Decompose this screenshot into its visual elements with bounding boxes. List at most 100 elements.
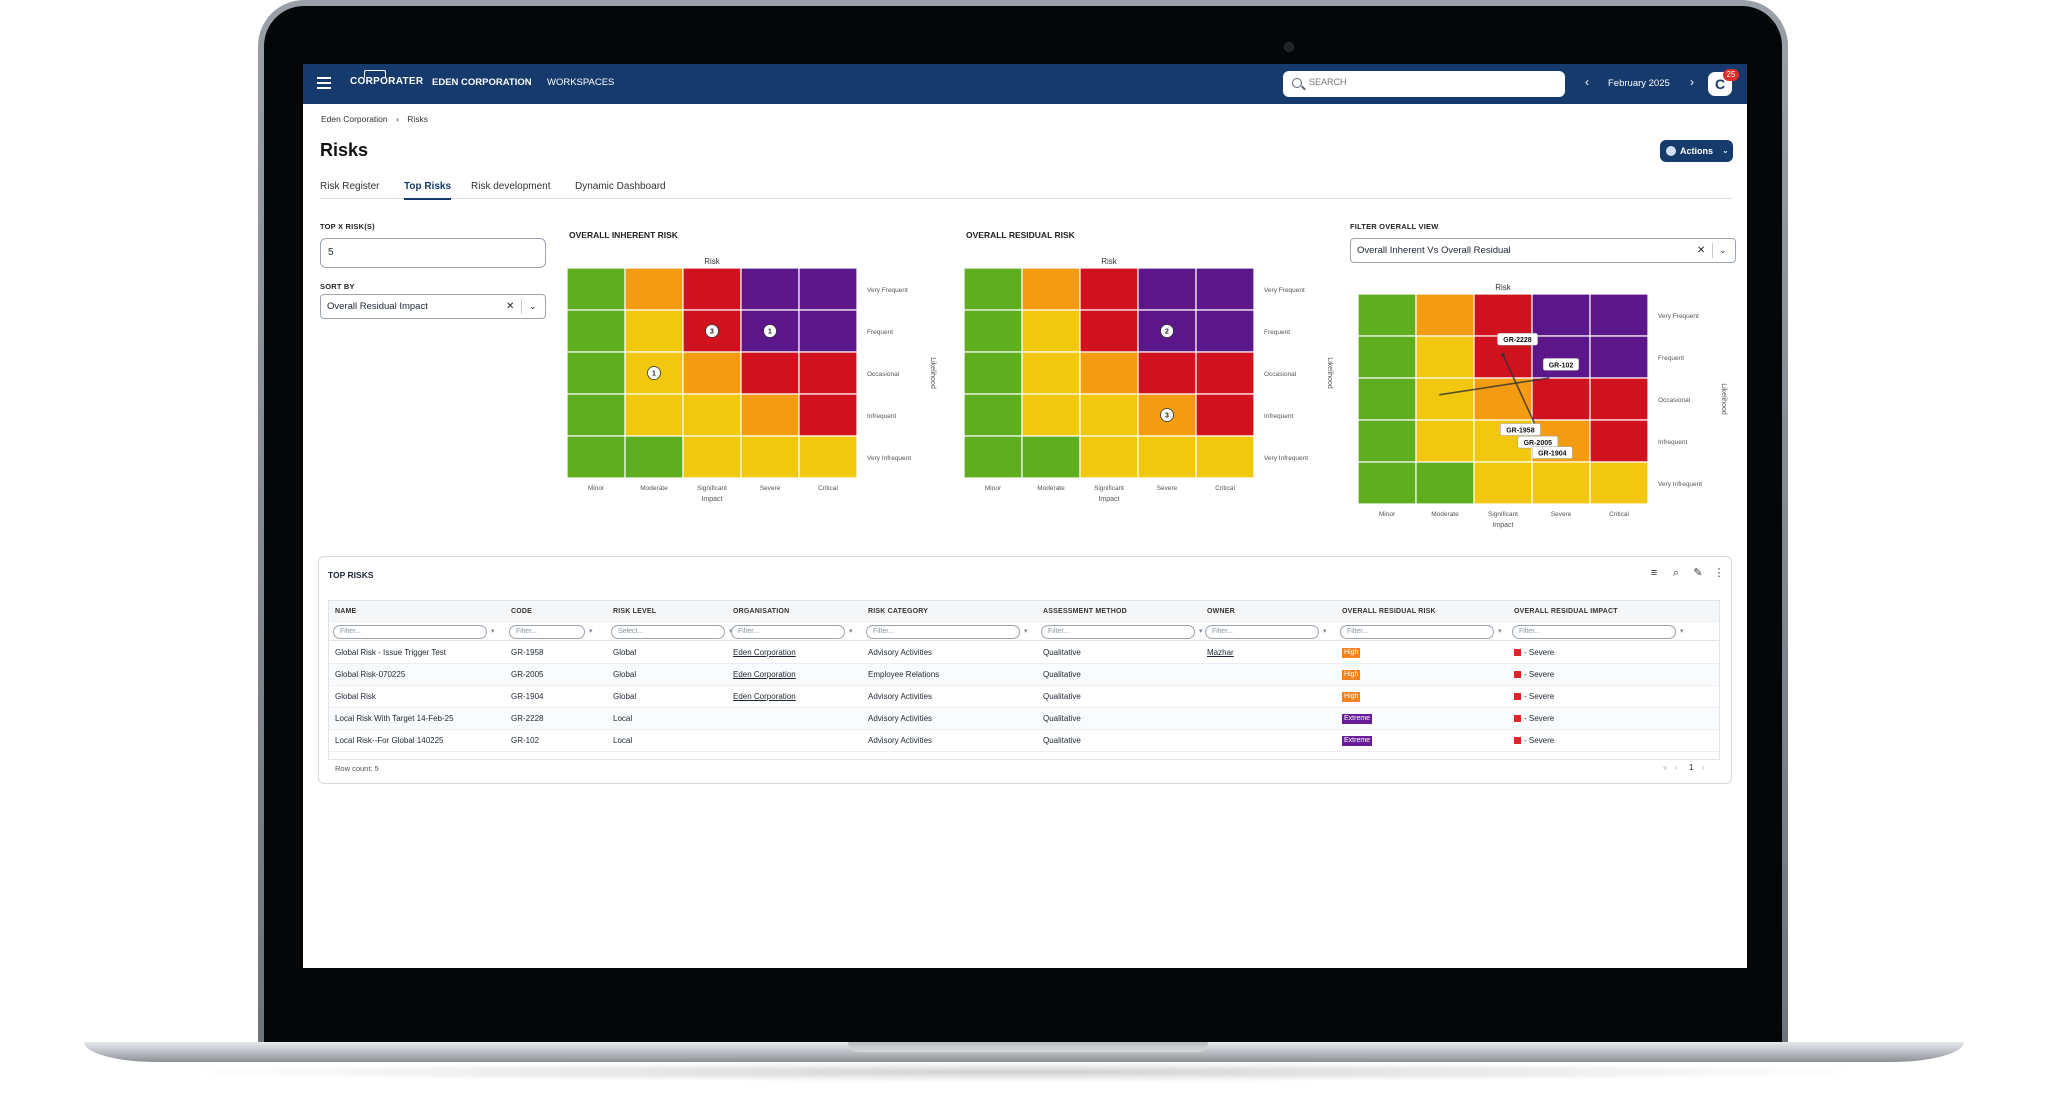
matrix-cell[interactable] [1531,335,1591,379]
matrix-cell[interactable] [1079,267,1139,311]
cell-org[interactable]: Eden Corporation [733,692,796,701]
actions-button[interactable]: Actions ⌄ [1660,140,1733,162]
filter-icon[interactable]: ≡ [1650,567,1658,579]
filter-funnel-icon[interactable]: ▾ [589,628,593,635]
period-label[interactable]: February 2025 [1608,78,1670,89]
filter-funnel-icon[interactable]: ▾ [849,628,853,635]
matrix-cell[interactable] [1473,293,1533,337]
cell-org[interactable]: Eden Corporation [733,670,796,679]
matrix-cell[interactable] [740,393,800,437]
matrix-cell[interactable] [798,351,858,395]
risk-code-tag[interactable] [1500,423,1541,436]
risk-count-marker[interactable] [705,324,719,338]
first-page-icon[interactable]: « [1663,763,1668,772]
column-header-method[interactable]: ASSESSMENT METHOD [1043,608,1127,615]
matrix-cell[interactable] [1415,377,1475,421]
filter-funnel-icon[interactable]: ▾ [1680,628,1684,635]
matrix-cell[interactable] [798,393,858,437]
risk-code-tag[interactable] [1542,358,1580,371]
matrix-cell[interactable] [798,435,858,479]
sort-by-select[interactable]: Overall Residual Impact ✕ ⌄ [320,294,546,319]
clear-sort-icon[interactable]: ✕ [506,301,515,312]
period-prev-chevron-icon[interactable]: ‹ [1585,75,1589,89]
matrix-cell[interactable] [1021,393,1081,437]
matrix-cell[interactable] [1357,335,1417,379]
filter-funnel-icon[interactable]: ▾ [491,628,495,635]
tab-top-risks[interactable]: Top Risks [404,181,452,200]
chevron-down-icon[interactable]: ⌄ [1719,245,1727,255]
matrix-cell[interactable] [1589,293,1649,337]
column-header-level[interactable]: RISK LEVEL [613,608,657,615]
cell-org[interactable]: Eden Corporation [733,648,796,657]
matrix-cell[interactable] [1531,293,1591,337]
table-row[interactable]: Global Risk GR-1904 Global Eden Corporation… [329,686,1719,708]
nav-workspaces[interactable]: WORKSPACES [547,77,615,88]
filter-funnel-icon[interactable]: ▾ [1323,628,1327,635]
table-row[interactable]: Global Risk - Issue Trigger Test GR-1958 G… [329,642,1719,664]
matrix-cell[interactable] [566,267,626,311]
filter-funnel-icon[interactable]: ▾ [1498,628,1502,635]
matrix-cell[interactable] [740,435,800,479]
edit-pencil-icon[interactable]: ✎ [1693,567,1703,579]
tab-risk-development[interactable]: Risk development [471,181,551,192]
matrix-cell[interactable] [740,267,800,311]
corporater-logo[interactable]: CORPORATER [350,70,423,87]
risk-count-marker[interactable] [1160,408,1174,422]
tab-risk-register[interactable]: Risk Register [320,181,380,192]
search-icon[interactable]: ⌕ [1672,567,1680,579]
matrix-cell[interactable] [1415,461,1475,505]
matrix-cell[interactable] [624,393,684,437]
prev-page-icon[interactable]: ‹ [1675,763,1678,772]
column-header-org[interactable]: ORGANISATION [733,608,790,615]
matrix-cell[interactable] [963,393,1023,437]
matrix-cell[interactable] [1589,419,1649,463]
filter-input-code[interactable]: Filter... [509,625,585,639]
matrix-cell[interactable] [566,351,626,395]
column-header-category[interactable]: RISK CATEGORY [868,608,929,615]
table-row[interactable]: Local Risk With Target 14-Feb-25 GR-2228 L… [329,708,1719,730]
matrix-cell[interactable] [1137,267,1197,311]
risk-count-marker[interactable] [647,366,661,380]
matrix-cell[interactable] [798,267,858,311]
matrix-cell[interactable] [1357,419,1417,463]
cell-name[interactable]: Global Risk-070225 [335,670,406,679]
table-row[interactable]: Local Risk--For Global 140225 GR-102 Local… [329,730,1719,752]
clear-filter-icon[interactable]: ✕ [1697,245,1706,256]
matrix-cell[interactable] [1137,351,1197,395]
cell-name[interactable]: Global Risk - Issue Trigger Test [335,648,447,657]
matrix-cell[interactable] [1195,267,1255,311]
next-page-icon[interactable]: › [1702,763,1705,772]
cell-name[interactable]: Local Risk With Target 14-Feb-25 [335,714,454,723]
tab-dynamic-dashboard[interactable]: Dynamic Dashboard [575,181,666,192]
matrix-cell[interactable] [566,309,626,353]
matrix-cell[interactable] [740,351,800,395]
matrix-cell[interactable] [1357,293,1417,337]
search-input[interactable] [1309,77,1549,87]
column-header-residual_risk[interactable]: OVERALL RESIDUAL RISK [1342,608,1436,615]
cell-owner[interactable]: Mazhar [1207,648,1234,657]
filter-input-org[interactable]: Filter... [731,625,845,639]
matrix-cell[interactable] [963,435,1023,479]
cell-name[interactable]: Global Risk [335,692,376,701]
column-header-residual_impact[interactable]: OVERALL RESIDUAL IMPACT [1514,608,1618,615]
filter-input-residual_risk[interactable]: Filter... [1340,625,1494,639]
matrix-cell[interactable] [566,393,626,437]
matrix-cell[interactable] [963,309,1023,353]
matrix-cell[interactable] [682,393,742,437]
filter-input-owner[interactable]: Filter... [1205,625,1319,639]
matrix-cell[interactable] [1415,293,1475,337]
filter-input-residual_impact[interactable]: Filter... [1512,625,1676,639]
matrix-cell[interactable] [1415,335,1475,379]
matrix-cell[interactable] [682,267,742,311]
matrix-cell[interactable] [1079,435,1139,479]
risk-code-tag[interactable] [1497,332,1538,346]
matrix-cell[interactable] [566,435,626,479]
matrix-cell[interactable] [1531,461,1591,505]
matrix-cell[interactable] [963,267,1023,311]
current-page[interactable]: 1 [1689,763,1694,772]
risk-code-tag[interactable] [1531,446,1573,459]
filter-funnel-icon[interactable]: ▾ [729,628,733,635]
matrix-cell[interactable] [963,351,1023,395]
matrix-cell[interactable] [1079,351,1139,395]
more-options-icon[interactable]: ⋮ [1713,567,1725,579]
